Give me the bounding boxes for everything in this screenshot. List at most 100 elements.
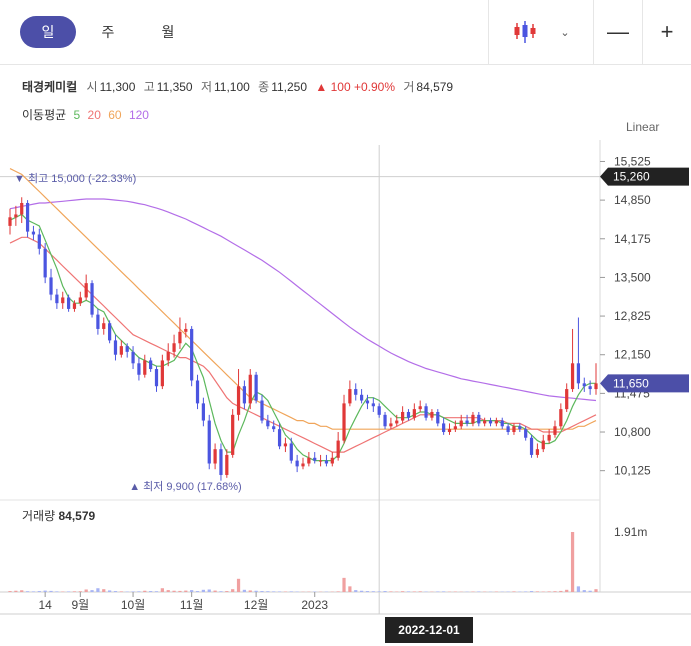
candle-body xyxy=(395,420,399,424)
candle-body xyxy=(430,411,434,418)
open-value: 11,300 xyxy=(99,80,136,94)
minus-icon: — xyxy=(607,19,629,44)
candle-body xyxy=(260,400,264,421)
candle-body xyxy=(529,437,534,455)
candle-body xyxy=(553,426,557,435)
zoom-in-button[interactable]: + xyxy=(642,0,691,64)
tab-daily[interactable]: 일 xyxy=(20,16,76,48)
candle-body xyxy=(565,389,569,410)
candle-body xyxy=(576,363,581,384)
candle-body xyxy=(125,346,129,352)
x-tick-label: 10월 xyxy=(121,598,145,612)
scale-mode-toggle[interactable]: Linear xyxy=(626,120,660,134)
candle-body xyxy=(483,420,487,424)
volume-bar xyxy=(359,590,364,592)
volume-bar xyxy=(570,532,575,592)
candle-body xyxy=(225,454,229,475)
zoom-out-button[interactable]: — xyxy=(593,0,642,64)
x-tick-label: 2023 xyxy=(301,598,328,612)
candle-body xyxy=(401,411,405,421)
volume-bar xyxy=(442,591,446,592)
volume-bar xyxy=(512,591,516,592)
candle-body xyxy=(248,374,252,404)
candle-body xyxy=(588,386,592,390)
candle-body xyxy=(559,409,563,427)
current-price-tag: 11,650 xyxy=(613,376,649,390)
candle-body xyxy=(66,297,71,309)
candlestick-icon xyxy=(514,21,536,43)
candle-body xyxy=(324,460,329,464)
volume-bar xyxy=(143,590,147,592)
volume-bar xyxy=(354,590,358,592)
candle-body xyxy=(359,394,364,401)
candle-body xyxy=(354,389,358,395)
volume-bar xyxy=(529,591,534,592)
candle-body xyxy=(207,420,211,464)
volume-bar xyxy=(260,591,264,592)
ma60-legend[interactable]: 60 xyxy=(108,108,122,122)
change-arrow-icon: ▲ xyxy=(315,80,328,94)
ma60-line xyxy=(9,168,597,430)
candle-body xyxy=(236,386,241,415)
candle-body xyxy=(283,443,288,447)
change-value: 100 xyxy=(330,80,351,94)
moving-average-legend: 이동평균 5 20 60 120 xyxy=(22,106,153,123)
volume-bar xyxy=(14,590,18,592)
chart-type-button[interactable]: ⌄ xyxy=(488,0,593,64)
volume-bar xyxy=(213,590,217,592)
low-value: 11,100 xyxy=(214,80,250,94)
candle-body xyxy=(201,403,205,421)
candle-body xyxy=(336,440,340,458)
candle-body xyxy=(524,429,528,438)
volume-bar xyxy=(401,591,405,592)
candle-body xyxy=(424,406,428,418)
candle-body xyxy=(84,283,88,298)
candle-body xyxy=(389,423,393,427)
ma20-line xyxy=(9,236,597,453)
candle-body xyxy=(61,297,65,304)
volume-bar xyxy=(588,590,592,592)
price-summary: 태경케미컬 시 11,300 고 11,350 저 11,100 종 11,250 ▲ … xyxy=(22,78,458,95)
candle-body xyxy=(535,449,540,455)
candle-body xyxy=(37,234,41,249)
tab-monthly[interactable]: 월 xyxy=(161,24,175,40)
candle-body xyxy=(277,429,282,447)
candle-body xyxy=(442,423,446,433)
x-tick-label: 12월 xyxy=(244,598,268,612)
volume-bar xyxy=(49,590,53,592)
volume-bar xyxy=(412,591,416,592)
volume-bar xyxy=(195,591,200,592)
y-tick-label: 14,850 xyxy=(614,193,651,207)
low-label: 저 xyxy=(200,80,212,94)
candle-body xyxy=(219,449,223,475)
volume-bar xyxy=(277,591,282,592)
candle-body xyxy=(342,403,346,441)
ma5-legend[interactable]: 5 xyxy=(73,108,81,122)
volume-bar xyxy=(266,591,270,592)
candle-body xyxy=(447,429,452,433)
ma20-legend[interactable]: 20 xyxy=(87,108,101,122)
volume-bar xyxy=(137,591,141,592)
candle-body xyxy=(113,340,118,355)
volume-bar xyxy=(219,591,223,592)
volume-bar xyxy=(154,591,159,592)
volume-bar xyxy=(190,590,194,592)
volume-bar xyxy=(348,586,352,592)
candle-body xyxy=(102,323,106,329)
high-value: 11,350 xyxy=(156,80,193,94)
volume-bar xyxy=(389,591,393,592)
candle-body xyxy=(494,420,498,424)
candle-body xyxy=(8,217,12,226)
candle-body xyxy=(178,331,182,344)
volume-bar xyxy=(406,591,411,592)
ma120-legend[interactable]: 120 xyxy=(128,108,149,122)
tab-weekly[interactable]: 주 xyxy=(101,24,115,40)
candle-body xyxy=(184,328,188,332)
period-tabs: 일 주 월 xyxy=(20,16,200,48)
volume-bar xyxy=(20,590,24,592)
high-price-tag-background xyxy=(600,167,689,186)
candle-body xyxy=(55,294,59,304)
stock-name: 태경케미컬 xyxy=(22,80,78,94)
candle-body xyxy=(254,374,258,401)
